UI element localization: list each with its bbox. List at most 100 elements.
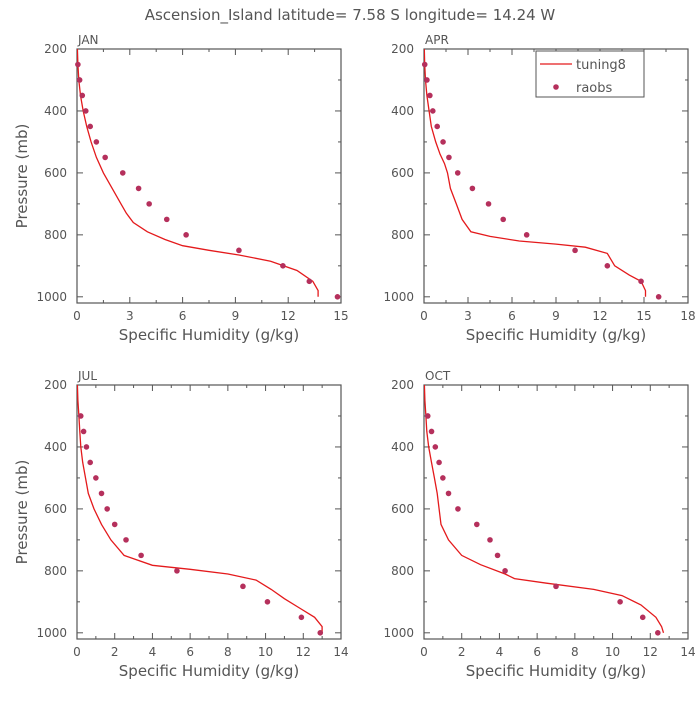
data-point-raobs (317, 630, 324, 636)
data-point-raobs (135, 185, 142, 192)
x-tick-label: 10 (258, 645, 273, 659)
y-axis-label: Pressure (mb) (13, 124, 31, 229)
y-tick-label: 400 (391, 104, 414, 118)
x-tick-label: 8 (224, 645, 232, 659)
data-point-raobs (298, 614, 305, 621)
x-tick-label: 4 (149, 645, 157, 659)
panel-oct: OCT 0 2 4 6 8 10 12 14 200 400 600 800 1000 Specific H… (383, 369, 695, 680)
x-tick-label: 12 (296, 645, 311, 659)
data-point-raobs (617, 599, 623, 605)
y-tick-label: 200 (44, 378, 67, 392)
y-tick-label: 600 (44, 166, 67, 180)
series-line-tuning8 (77, 385, 323, 633)
panel-jul: JUL 0 2 4 6 8 10 12 14 200 400 600 800 1000 Specific H… (13, 369, 349, 680)
data-point-raobs (83, 444, 90, 450)
x-tick-label: 12 (643, 645, 658, 659)
legend-swatch-raobs (553, 84, 559, 90)
series-line-tuning8 (77, 49, 319, 297)
data-point-raobs (421, 61, 428, 68)
series-line-tuning8 (424, 385, 665, 633)
y-tick-label: 200 (44, 42, 67, 56)
data-point-raobs (553, 583, 559, 590)
data-point-raobs (123, 537, 129, 543)
panel-label: JAN (77, 33, 99, 47)
data-point-raobs (240, 583, 246, 590)
data-point-raobs (427, 92, 433, 99)
data-point-raobs (236, 247, 242, 254)
x-tick-label: 14 (680, 645, 695, 659)
y-tick-label: 400 (44, 440, 67, 454)
data-point-raobs (487, 537, 493, 543)
panel-label: OCT (425, 369, 451, 383)
data-point-raobs (264, 599, 271, 605)
data-point-raobs (183, 232, 189, 238)
data-point-raobs (446, 154, 452, 161)
x-tick-label: 15 (636, 309, 651, 323)
data-point-raobs (445, 490, 452, 497)
legend: tuning8 raobs (535, 50, 645, 98)
x-tick-label: 9 (232, 309, 240, 323)
data-point-raobs (432, 444, 439, 450)
data-point-raobs (428, 428, 435, 435)
data-point-raobs (98, 490, 105, 497)
y-axis-label: Pressure (mb) (13, 460, 31, 565)
data-point-raobs (639, 614, 646, 621)
x-tick-label: 6 (179, 309, 187, 323)
x-tick-label: 6 (533, 645, 541, 659)
data-point-raobs (454, 170, 461, 176)
y-tick-label: 800 (391, 564, 414, 578)
data-point-raobs (104, 506, 110, 512)
data-point-raobs (474, 521, 480, 528)
y-tick-label: 200 (391, 378, 414, 392)
y-tick-label: 400 (391, 440, 414, 454)
data-point-raobs (424, 413, 431, 419)
x-axis-label: Specific Humidity (g/kg) (119, 662, 299, 680)
y-tick-label: 1000 (383, 626, 414, 640)
y-tick-label: 400 (44, 104, 67, 118)
data-point-raobs (440, 139, 446, 145)
y-tick-label: 600 (391, 166, 414, 180)
data-point-raobs (572, 247, 578, 254)
data-point-raobs (502, 568, 508, 574)
data-point-raobs (80, 428, 87, 435)
x-tick-label: 2 (458, 645, 466, 659)
x-tick-label: 6 (186, 645, 194, 659)
x-axis-label: Specific Humidity (g/kg) (466, 326, 646, 344)
data-point-raobs (494, 552, 501, 559)
data-point-raobs (455, 506, 461, 512)
x-tick-label: 2 (111, 645, 119, 659)
data-point-raobs (604, 263, 611, 269)
x-tick-label: 0 (73, 645, 81, 659)
x-tick-label: 8 (571, 645, 579, 659)
data-point-raobs (138, 552, 144, 559)
data-point-raobs (306, 278, 313, 285)
y-tick-label: 1000 (36, 626, 67, 640)
data-point-raobs (75, 61, 81, 68)
data-point-raobs (485, 201, 492, 207)
x-tick-label: 18 (680, 309, 695, 323)
x-axis-label: Specific Humidity (g/kg) (119, 326, 299, 344)
data-point-raobs (424, 77, 430, 83)
x-axis-label: Specific Humidity (g/kg) (466, 662, 646, 680)
data-point-raobs (79, 92, 86, 99)
data-point-raobs (93, 475, 99, 481)
series-line-tuning8 (424, 49, 647, 297)
y-tick-label: 1000 (383, 290, 414, 304)
data-point-raobs (655, 630, 661, 636)
data-point-raobs (523, 232, 530, 238)
x-tick-label: 0 (73, 309, 81, 323)
x-tick-label: 12 (592, 309, 607, 323)
x-tick-label: 10 (605, 645, 620, 659)
data-point-raobs (334, 294, 341, 300)
data-point-raobs (77, 413, 84, 419)
data-point-raobs (440, 475, 446, 481)
data-point-raobs (163, 216, 170, 223)
data-point-raobs (83, 108, 89, 114)
data-point-raobs (500, 216, 507, 223)
y-tick-label: 1000 (36, 290, 67, 304)
x-tick-label: 0 (420, 645, 428, 659)
data-point-raobs (469, 185, 476, 192)
x-tick-label: 6 (508, 309, 516, 323)
